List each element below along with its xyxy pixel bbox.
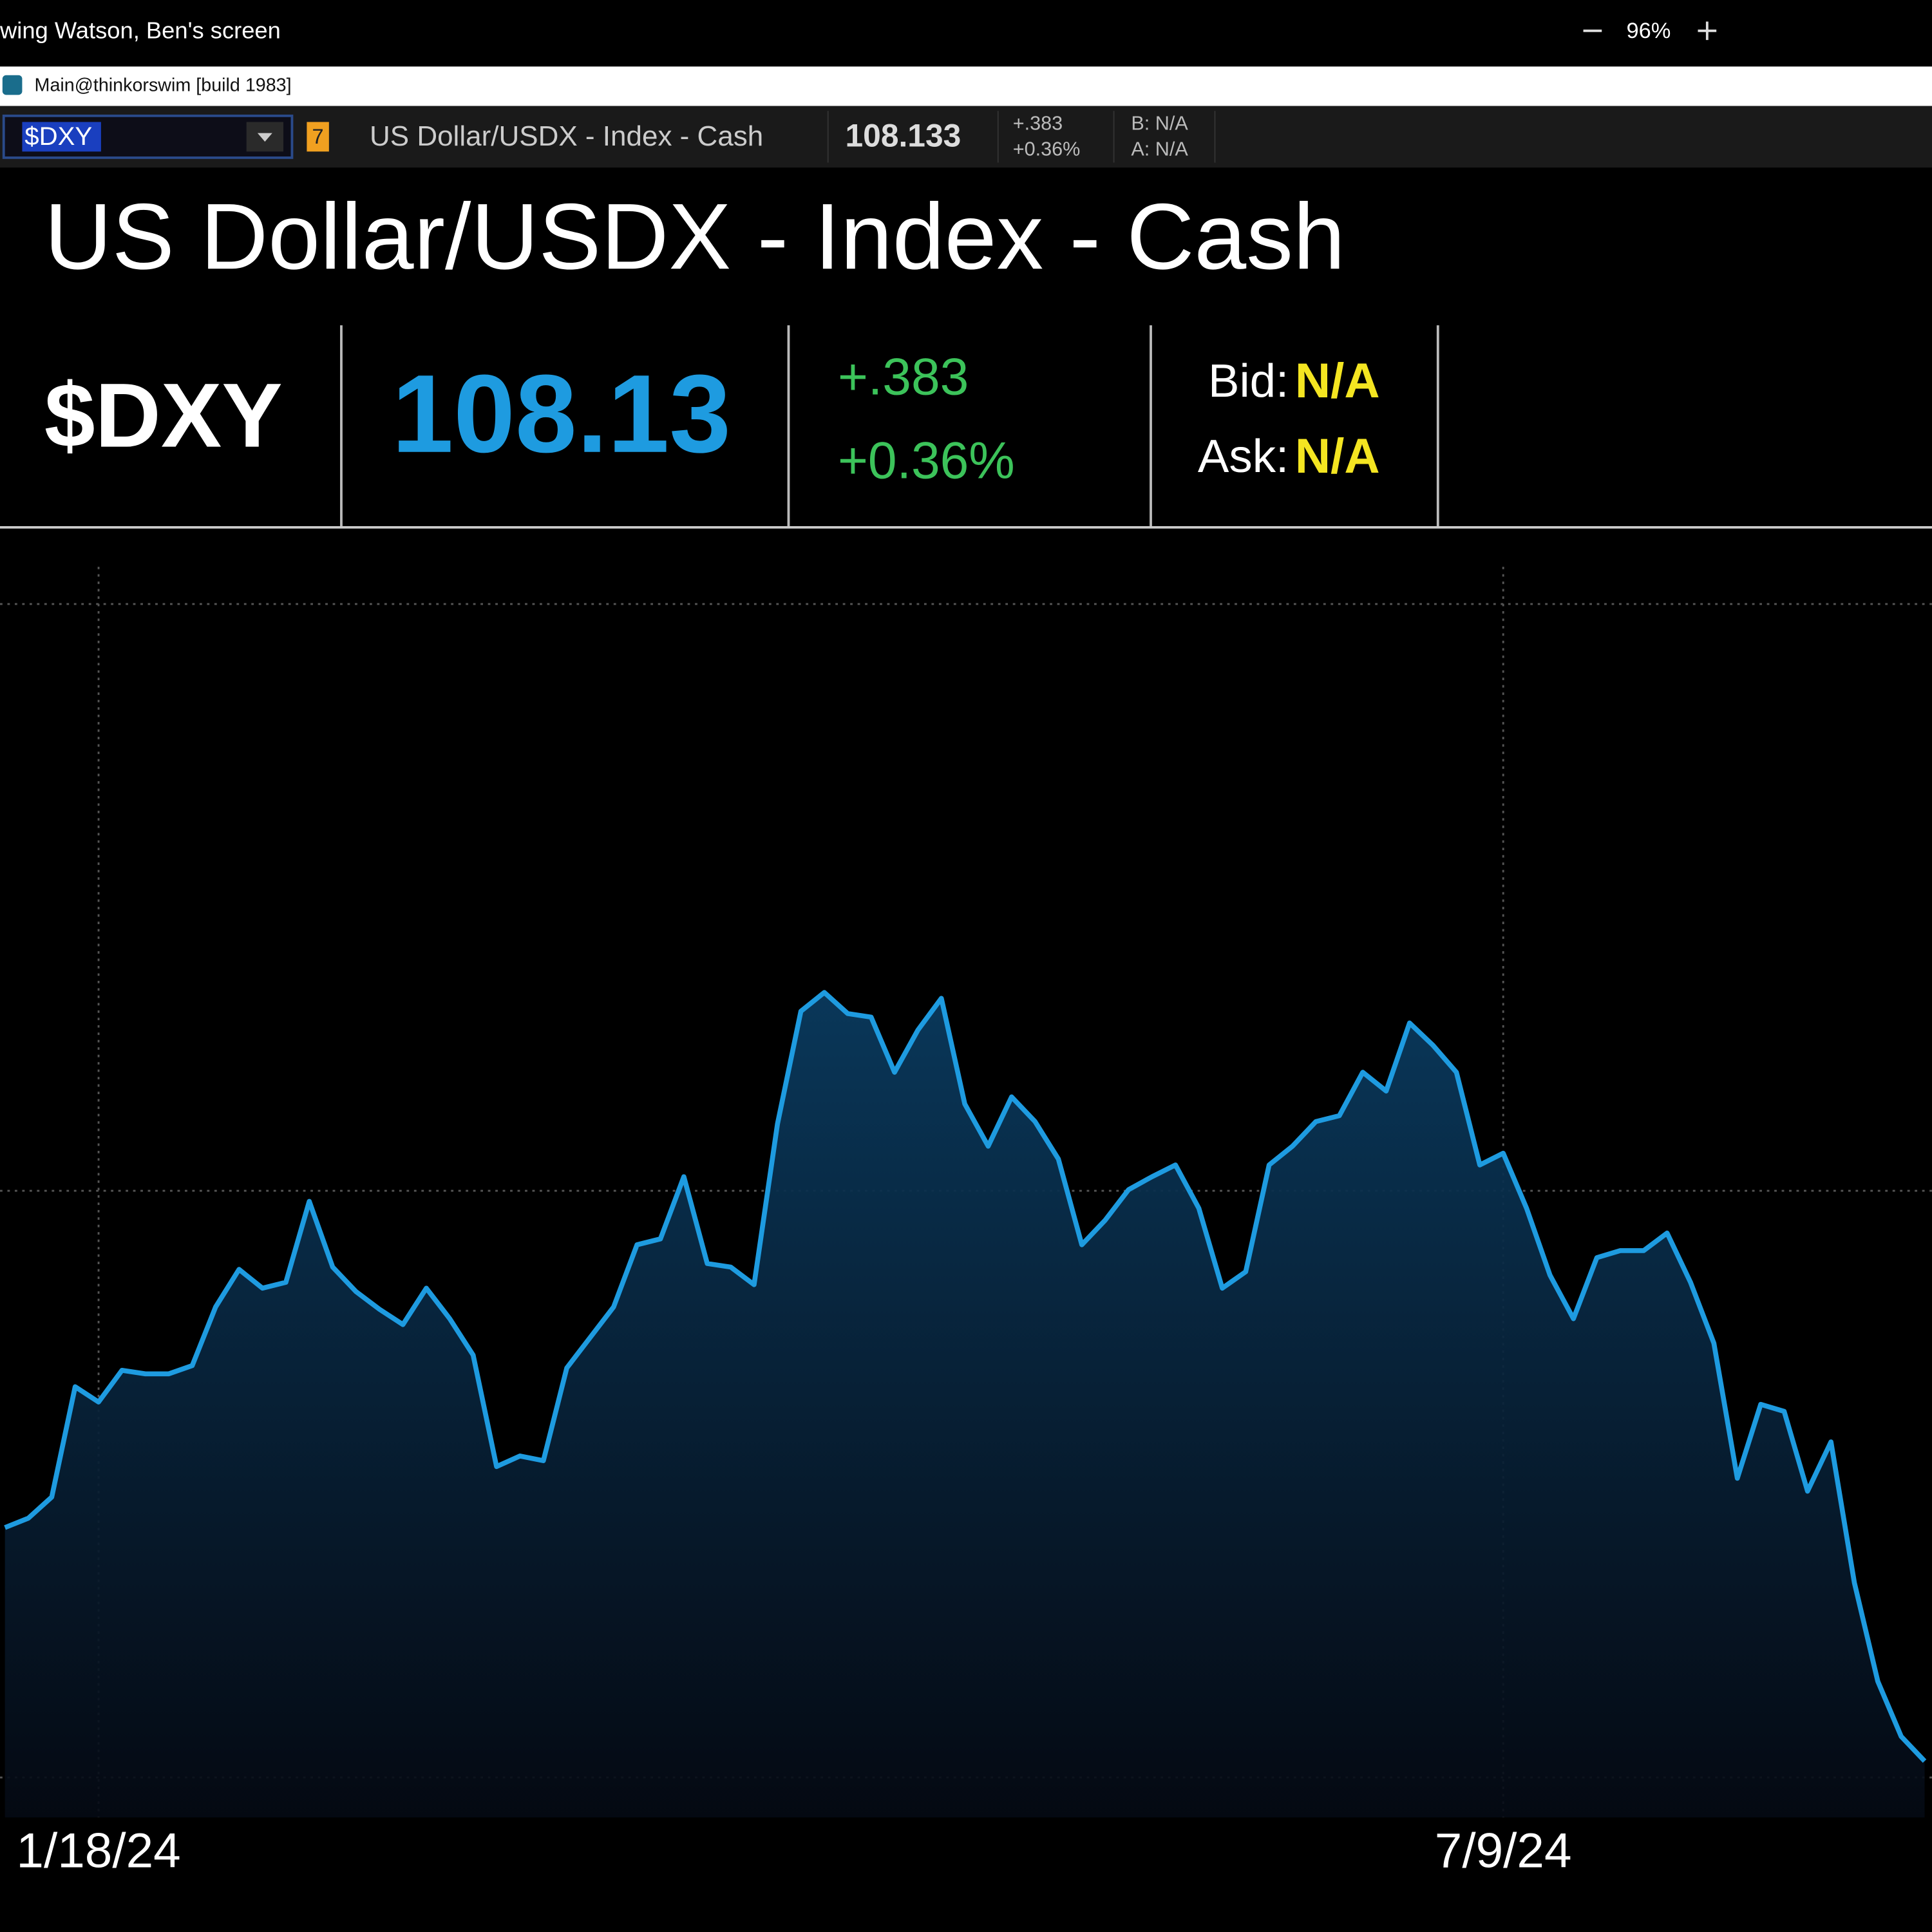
price-line (4, 990, 1927, 1763)
x-tick-label: 7/9/24 (1435, 1824, 1572, 1879)
area-fill (5, 992, 1925, 1818)
link-badge-text: 7 (312, 125, 324, 148)
header-change: +.383 (838, 348, 969, 406)
header-last: 108.13 (392, 352, 731, 476)
zoom-level: 96% (1626, 19, 1671, 43)
x-tick-label: 1/18/24 (16, 1824, 180, 1879)
bid-value: N/A (1295, 354, 1380, 408)
chart: 1/18/24 7/9/24 (0, 567, 1932, 1879)
toolbar-change: +.383 (1013, 112, 1063, 134)
ask-value: N/A (1295, 429, 1380, 484)
link-badge[interactable] (307, 122, 329, 152)
instrument-title: US Dollar/USDX - Index - Cash (44, 184, 1345, 289)
symbol-input-text: $DXY (24, 122, 92, 151)
share-title: wing Watson, Ben's screen (0, 17, 281, 43)
toolbar-bid: B: N/A (1131, 112, 1188, 134)
zoom-in[interactable] (1698, 21, 1717, 41)
app-title-bar (0, 66, 1932, 106)
toolbar-description: US Dollar/USDX - Index - Cash (370, 120, 763, 152)
dropdown-arrow (257, 133, 272, 142)
toolbar-last: 108.133 (845, 117, 961, 153)
bid-label: Bid: (1208, 355, 1289, 407)
header-symbol: $DXY (44, 365, 283, 467)
app-icon (2, 75, 23, 95)
header-change-pct: +0.36% (838, 432, 1015, 490)
symbol-selection (22, 122, 101, 152)
ask-label: Ask: (1198, 430, 1289, 482)
toolbar-ask: A: N/A (1131, 138, 1188, 160)
toolbar-change-pct: +0.36% (1013, 138, 1081, 160)
app-title: Main@thinkorswim [build 1983] (35, 75, 292, 96)
